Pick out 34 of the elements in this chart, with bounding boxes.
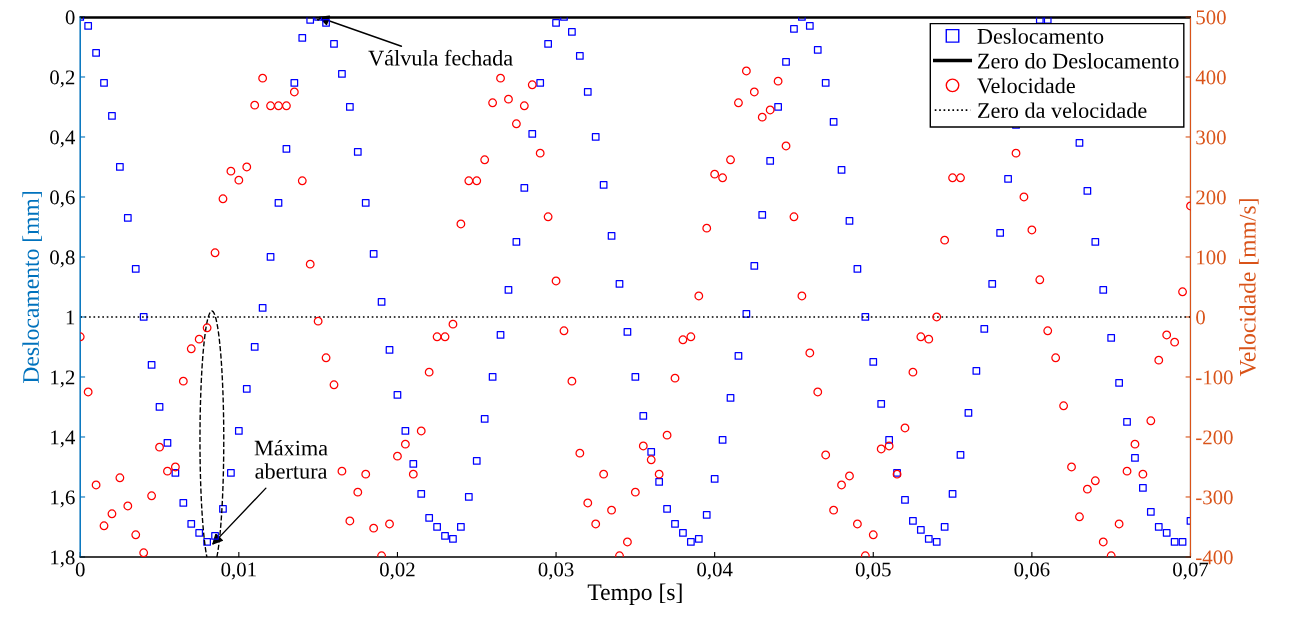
y2-tick-label: 400 [1195, 70, 1226, 85]
y-tick-label: 1,2 [51, 370, 75, 388]
y2-tick-label: -200 [1196, 430, 1233, 445]
y-tick-label: 1 [66, 310, 75, 325]
annotation: Válvula fechada [368, 49, 513, 66]
y-axis-title: Deslocamento [mm] [22, 192, 42, 384]
y2-tick-label: -100 [1196, 370, 1233, 385]
y2-tick-label: -300 [1196, 490, 1233, 505]
x-tick-label: 0,01 [221, 562, 256, 580]
legend-label: Velocidade [977, 77, 1075, 94]
x-tick-label: 0,05 [855, 562, 891, 580]
y2-tick-label: 300 [1196, 130, 1226, 145]
y-tick-label: 1,6 [51, 490, 75, 508]
y2-tick-label: 0 [1196, 310, 1205, 325]
y-tick-label: 0 [65, 10, 75, 25]
x-tick-label: 0,03 [538, 562, 574, 580]
legend-label: Zero do Deslocamento [978, 52, 1179, 69]
x-tick-label: 0,02 [380, 562, 415, 580]
legend-label: Zero da velocidade [978, 102, 1147, 119]
y2-tick-label: 200 [1196, 190, 1226, 205]
x-tick-label: 0,04 [697, 562, 733, 580]
legend-label: Deslocamento [977, 28, 1104, 44]
y-tick-label: 1,8 [51, 550, 75, 568]
x-axis-title: Tempo [s] [587, 583, 682, 605]
x-tick-label: 0,06 [1014, 562, 1050, 580]
y-tick-label: 1,4 [51, 430, 76, 448]
y-tick-label: 0,6 [50, 190, 75, 208]
annotation: Máxima abertura [254, 439, 328, 479]
y2-axis-title: Velocidade [mm/s] [1239, 199, 1259, 377]
y-tick-label: 0,4 [50, 130, 76, 148]
y2-tick-label: 100 [1197, 250, 1226, 265]
y-tick-label: 0,8 [50, 250, 75, 268]
y2-tick-label: 500 [1196, 10, 1226, 25]
y-tick-label: 0,2 [50, 70, 75, 88]
